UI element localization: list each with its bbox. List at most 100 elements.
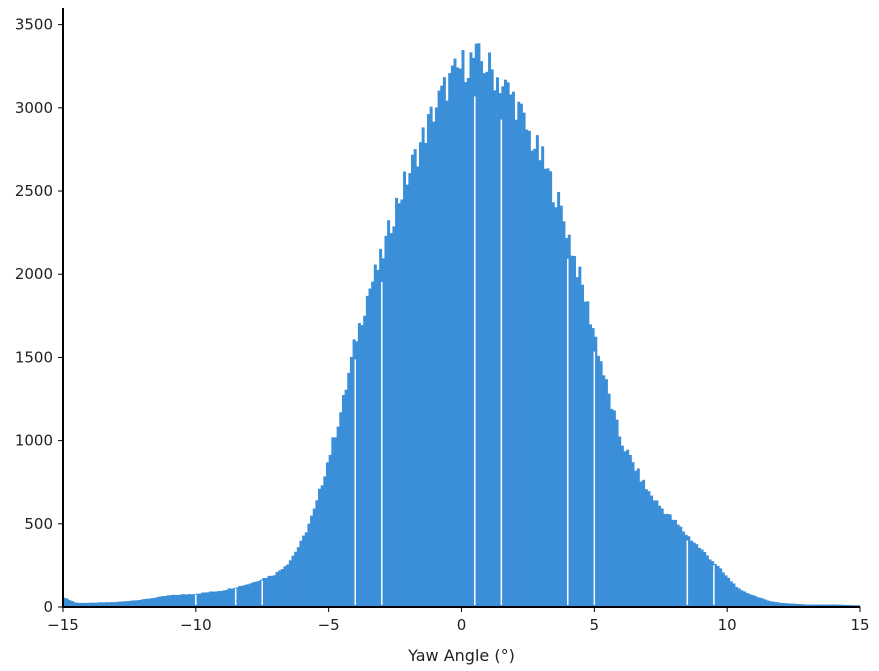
histogram-bar (567, 234, 571, 607)
histogram-bar (73, 602, 77, 607)
histogram-bar (530, 150, 534, 607)
histogram-bar (511, 91, 515, 607)
histogram-bar (429, 106, 433, 607)
histogram-bar (729, 581, 733, 607)
histogram-bar (238, 585, 242, 607)
histogram-bar (774, 602, 778, 607)
histogram-bar (809, 604, 813, 607)
y-tick-label: 1000 (15, 432, 53, 450)
histogram-bar (666, 513, 670, 607)
histogram-bar (267, 575, 271, 607)
histogram-bar (286, 564, 290, 607)
histogram-bar (668, 514, 672, 607)
histogram-bar (716, 565, 720, 607)
histogram-bar (697, 547, 701, 607)
histogram-bar (233, 587, 236, 607)
y-tick-label: 500 (24, 515, 53, 533)
histogram-bar (761, 598, 765, 607)
histogram-bar (262, 578, 266, 607)
histogram-bar (825, 604, 829, 607)
histogram-bar (514, 119, 518, 607)
y-tick-label: 0 (43, 598, 53, 616)
histogram-bar (759, 597, 763, 607)
histogram-bar (259, 579, 263, 607)
histogram-bar (418, 142, 422, 607)
histogram-bar (700, 549, 704, 607)
histogram-bar (92, 602, 96, 607)
histogram-bar (551, 202, 555, 608)
histogram-bar (785, 603, 789, 607)
histogram-bar (63, 597, 66, 607)
histogram-bar (817, 604, 821, 607)
histogram-bar (453, 58, 457, 607)
histogram-bar (767, 600, 770, 607)
histogram-bar (607, 393, 611, 607)
histogram-bar (684, 534, 688, 607)
histogram-bar (490, 69, 494, 607)
histogram-bar (373, 264, 377, 607)
histogram-bar (222, 590, 226, 607)
histogram-bar (341, 394, 345, 607)
histogram-bar (599, 361, 603, 607)
histogram-bar (642, 479, 646, 607)
histogram-bar (804, 604, 808, 607)
histogram-bar (357, 323, 361, 607)
histogram-bar (562, 221, 566, 607)
histogram-bar (782, 603, 786, 607)
x-tick-label: 10 (718, 616, 737, 634)
histogram-bar (448, 73, 452, 608)
histogram-bar (504, 79, 507, 607)
histogram-bar (243, 584, 247, 607)
histogram-bar (812, 604, 816, 607)
histogram-bar (732, 583, 736, 607)
histogram-bar (203, 592, 207, 607)
histogram-bar (713, 564, 717, 607)
histogram-bar (94, 602, 98, 607)
histogram-bar (846, 604, 850, 607)
histogram-bar (264, 577, 268, 607)
histogram-bar (336, 426, 340, 607)
histogram-bar (384, 235, 388, 607)
histogram-bar (586, 301, 590, 607)
histogram-bar (387, 220, 391, 607)
histogram-bar (304, 532, 308, 607)
histogram-bar (477, 43, 481, 607)
histogram-bar (519, 103, 523, 607)
histogram-bar (814, 604, 818, 607)
histogram-bar (838, 604, 842, 607)
histogram-bar (578, 266, 582, 607)
histogram-bar (652, 500, 656, 607)
histogram-bar (565, 238, 569, 607)
histogram-bar (145, 598, 149, 607)
histogram-bar (589, 324, 592, 607)
histogram-bar (674, 519, 677, 607)
histogram-bar (820, 604, 824, 607)
histogram-bar (275, 571, 279, 607)
histogram-bar (81, 602, 85, 607)
histogram-bar (227, 588, 231, 607)
histogram-bar (506, 82, 510, 607)
histogram-bar (695, 544, 699, 607)
histogram-bar (501, 86, 505, 607)
histogram-bar (134, 600, 138, 607)
histogram-bar (527, 130, 531, 607)
histogram-bar (132, 600, 136, 607)
histogram-bar (570, 255, 574, 608)
histogram-bar (788, 603, 792, 607)
histogram-bar (573, 256, 577, 607)
histogram-bar (179, 594, 183, 607)
histogram-bar (543, 168, 547, 607)
histogram-bar (174, 594, 178, 607)
histogram-bar (339, 412, 343, 607)
histogram-bar (458, 68, 462, 608)
histogram-bar (434, 107, 438, 608)
histogram-bar (777, 602, 781, 607)
histogram-bar (615, 419, 619, 607)
histogram-bar (416, 166, 420, 607)
histogram-bar (400, 199, 404, 607)
histogram-bar (326, 462, 329, 607)
y-tick-label: 2500 (15, 182, 53, 200)
histogram-bar (84, 602, 88, 607)
histogram-bar (413, 149, 417, 607)
